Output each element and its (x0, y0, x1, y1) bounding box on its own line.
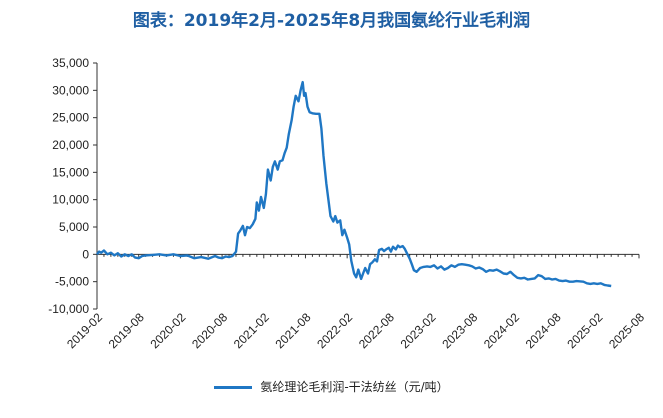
y-axis: 35,000 30,000 25,000 20,000 15,000 10,000 5,00… (48, 56, 98, 316)
y-tick-label: 20,000 (52, 138, 89, 152)
x-tick-label: 2019-02 (64, 310, 105, 351)
x-tick-label: 2025-08 (606, 310, 647, 351)
x-tick-label: 2024-02 (481, 310, 522, 351)
series-line (96, 80, 612, 288)
x-tick-label: 2021-08 (273, 310, 314, 351)
x-tick-label: 2023-08 (439, 310, 480, 351)
x-tick-label: 2019-08 (106, 310, 147, 351)
x-tick-label: 2025-02 (564, 310, 605, 351)
x-tick-label: 2021-02 (231, 310, 272, 351)
chart-title: 图表：2019年2月-2025年8月我国氨纶行业毛利润 (132, 11, 531, 31)
y-tick-label: 25,000 (52, 111, 89, 125)
x-tick-label: 2020-02 (147, 310, 188, 351)
legend: 氨纶理论毛利润-干法纺丝（元/吨） (0, 378, 663, 395)
x-tick-label: 2023-02 (398, 310, 439, 351)
y-tick-label: 35,000 (52, 56, 89, 70)
y-tick-label: -10,000 (48, 302, 89, 316)
y-tick-label: 5,000 (59, 220, 89, 234)
x-tick-label: 2020-08 (189, 310, 230, 351)
y-tick-label: -5,000 (55, 275, 89, 289)
x-tick-label: 2024-08 (523, 310, 564, 351)
y-tick-label: 0 (82, 247, 89, 261)
x-tick-label: 2022-02 (314, 310, 355, 351)
series-group (96, 80, 612, 288)
y-tick-label: 30,000 (52, 83, 89, 97)
y-tick-label: 15,000 (52, 165, 89, 179)
x-axis: 2019-02 2019-08 2020-02 2020-08 2021-02 2021-… (64, 253, 647, 351)
legend-swatch (214, 386, 253, 389)
y-tick-label: 10,000 (52, 193, 89, 207)
x-tick-label: 2022-08 (356, 310, 397, 351)
legend-label: 氨纶理论毛利润-干法纺丝（元/吨） (260, 380, 449, 394)
